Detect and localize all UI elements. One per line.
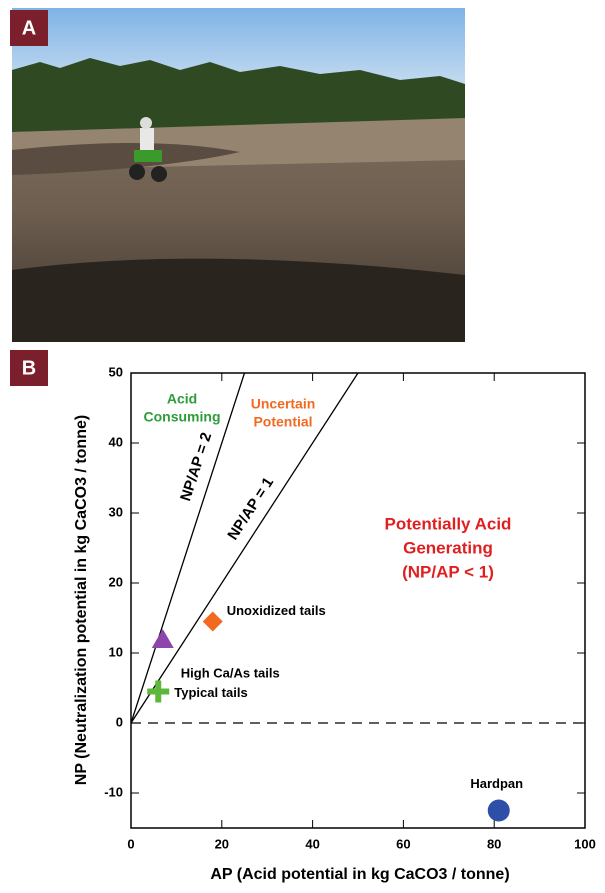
- x-tick-label: 40: [305, 836, 319, 851]
- region-label: (NP/AP < 1): [402, 562, 494, 581]
- panel-label: A: [22, 17, 36, 39]
- region-label: Uncertain: [251, 396, 316, 412]
- panel-label: B: [22, 357, 36, 379]
- region-label: Generating: [403, 538, 493, 557]
- x-tick-label: 60: [396, 836, 410, 851]
- photo: [12, 8, 465, 342]
- y-tick-label: 40: [109, 434, 123, 449]
- point-label: Hardpan: [470, 776, 523, 791]
- point-label: Unoxidized tails: [227, 603, 326, 618]
- y-tick-label: 0: [116, 714, 123, 729]
- y-axis-label: NP (Neutralization potential in kg CaCO3…: [73, 415, 90, 785]
- region-label: Potential: [253, 414, 312, 430]
- point: [147, 681, 169, 703]
- region-label: Consuming: [144, 409, 221, 425]
- point: [488, 800, 510, 822]
- y-tick-label: 10: [109, 644, 123, 659]
- x-tick-label: 80: [487, 836, 501, 851]
- y-tick-label: 50: [109, 364, 123, 379]
- x-tick-label: 20: [215, 836, 229, 851]
- region-label: Acid: [167, 391, 197, 407]
- region-label: Potentially Acid: [385, 514, 512, 533]
- x-axis-label: AP (Acid potential in kg CaCO3 / tonne): [210, 866, 509, 883]
- y-tick-label: 30: [109, 504, 123, 519]
- x-tick-label: 0: [127, 836, 134, 851]
- point-label: High Ca/As tails: [181, 665, 280, 680]
- point: [152, 629, 174, 648]
- x-tick-label: 100: [574, 836, 596, 851]
- point-label: Typical tails: [174, 685, 247, 700]
- figure: A B AP (Acid potential in kg CaCO3 / ton…: [0, 0, 605, 888]
- ratio-line-label: NP/AP = 2: [177, 430, 215, 503]
- y-tick-label: 20: [109, 574, 123, 589]
- page: A B AP (Acid potential in kg CaCO3 / ton…: [0, 0, 605, 893]
- y-tick-label: -10: [104, 784, 123, 799]
- point: [203, 612, 223, 632]
